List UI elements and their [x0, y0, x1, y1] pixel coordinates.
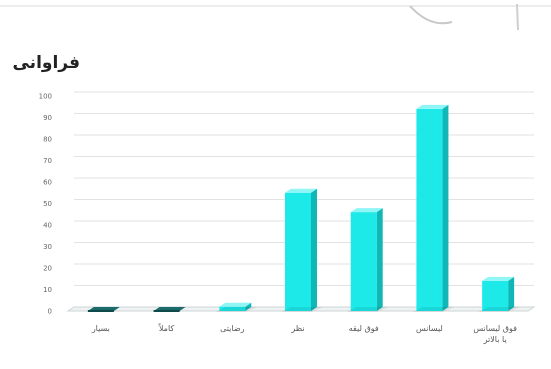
y-tick-label: 50 [43, 200, 52, 208]
bar-top [482, 276, 515, 281]
decorative-scribble [409, 5, 453, 25]
y-tick-label: 30 [43, 243, 52, 251]
bar-shadow [215, 307, 258, 312]
bars [87, 104, 521, 312]
chart-title: فراوانی [12, 53, 80, 73]
y-tick-label: 20 [43, 265, 52, 273]
bar-shadow [478, 307, 521, 312]
bar-side [442, 104, 449, 312]
bar-shadow [281, 307, 323, 312]
y-tick-label: 40 [43, 222, 52, 230]
x-tick-label: لیسانس [416, 324, 443, 333]
bar-top [416, 104, 449, 109]
bar [416, 108, 443, 312]
bar-side [376, 208, 383, 311]
y-tick-label: 80 [43, 136, 52, 144]
x-axis-labels: بسیار کاملاً رضایتی نظر فوق لیقه لیسانس فوق لی… [91, 323, 517, 344]
bar [219, 306, 246, 311]
bar [350, 212, 377, 311]
bar-shadow [412, 307, 455, 312]
bar [482, 280, 509, 311]
y-tick-label: 90 [43, 114, 52, 122]
y-tick-label: 70 [43, 157, 52, 165]
x-tick-label: رضایتی [220, 324, 245, 333]
decorative-scribble-2 [516, 3, 519, 31]
y-tick-label: 100 [39, 93, 52, 101]
bar-side [508, 276, 515, 311]
x-tick-label: فوق لیقه [349, 324, 379, 333]
y-tick-label: 60 [43, 179, 52, 187]
bar-top [219, 302, 252, 307]
bar-top [350, 208, 383, 213]
x-tick-label: بسیار [91, 324, 110, 333]
bar [285, 192, 311, 311]
x-tick-label: یا بالاتر [483, 335, 507, 344]
bar-side [311, 188, 317, 311]
x-tick-label: فوق لیسانس [473, 324, 517, 333]
bar-top [285, 188, 317, 193]
bar-shadow [346, 307, 389, 312]
y-tick-label: 10 [43, 286, 52, 294]
bar-side [245, 302, 252, 311]
y-axis-ticks: 0 10 20 30 40 50 60 70 80 90 100 [39, 93, 52, 316]
x-tick-label: نظر [290, 324, 304, 333]
x-tick-label: کاملاً [158, 323, 175, 333]
y-tick-label: 0 [48, 308, 52, 316]
